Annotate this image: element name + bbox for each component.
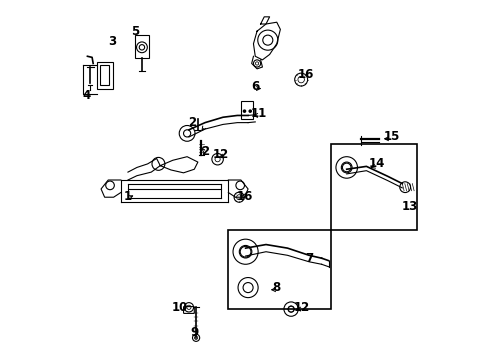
Bar xyxy=(241,101,253,119)
Text: 12: 12 xyxy=(293,301,309,314)
Text: 5: 5 xyxy=(131,25,139,38)
Text: 16: 16 xyxy=(236,190,252,203)
Bar xyxy=(97,62,112,89)
Text: 1: 1 xyxy=(123,190,132,203)
Text: 2: 2 xyxy=(188,116,196,129)
Text: 15: 15 xyxy=(383,130,399,144)
Text: 11: 11 xyxy=(250,107,266,120)
Bar xyxy=(100,65,109,85)
Text: 9: 9 xyxy=(190,326,198,339)
Circle shape xyxy=(242,109,246,113)
Text: 10: 10 xyxy=(171,301,188,314)
Text: 12: 12 xyxy=(213,148,229,161)
Bar xyxy=(228,230,330,309)
Text: 3: 3 xyxy=(107,35,116,49)
Text: 7: 7 xyxy=(305,252,312,265)
Text: 2: 2 xyxy=(201,145,209,158)
Text: 16: 16 xyxy=(297,68,313,81)
Text: 4: 4 xyxy=(82,89,91,102)
Text: 13: 13 xyxy=(401,201,417,213)
Bar xyxy=(330,144,416,230)
Text: 14: 14 xyxy=(368,157,385,170)
Circle shape xyxy=(248,109,251,113)
Text: 8: 8 xyxy=(272,281,280,294)
Bar xyxy=(135,35,148,58)
Text: 6: 6 xyxy=(251,80,259,93)
